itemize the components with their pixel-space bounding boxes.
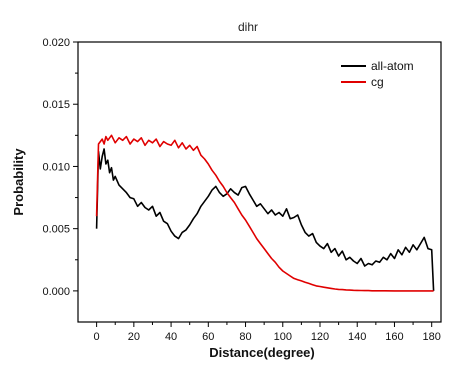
x-tick-label: 160: [385, 331, 403, 343]
legend: all-atom cg: [341, 59, 414, 89]
plot-area: 0 20 40 60 80 100 120 140 160 180 0.000 0.005 0.010 0…: [42, 37, 442, 343]
chart-title: dihr: [238, 20, 258, 34]
y-tick-label: 0.020: [42, 37, 70, 49]
x-tick-label: 140: [348, 331, 366, 343]
x-tick-label: 60: [202, 331, 214, 343]
y-axis-label: Probability: [11, 148, 26, 216]
x-axis-label: Distance(degree): [209, 345, 314, 360]
x-tick-label: 100: [274, 331, 292, 343]
plot-frame: [77, 41, 442, 323]
x-tick-label: 40: [165, 331, 177, 343]
series-line-all-atom: [95, 148, 435, 291]
x-tick-label: 0: [94, 331, 100, 343]
x-tick-label: 20: [128, 331, 140, 343]
x-tick-label: 80: [239, 331, 251, 343]
x-tick-label: 180: [423, 331, 441, 343]
series-line-cg: [95, 134, 434, 292]
legend-label: all-atom: [371, 59, 414, 73]
y-tick-label: 0.000: [42, 286, 70, 298]
y-tick-label: 0.015: [42, 99, 70, 111]
y-tick-label: 0.010: [42, 161, 70, 173]
legend-label: cg: [371, 75, 384, 89]
x-tick-label: 120: [311, 331, 329, 343]
y-tick-label: 0.005: [42, 224, 70, 236]
